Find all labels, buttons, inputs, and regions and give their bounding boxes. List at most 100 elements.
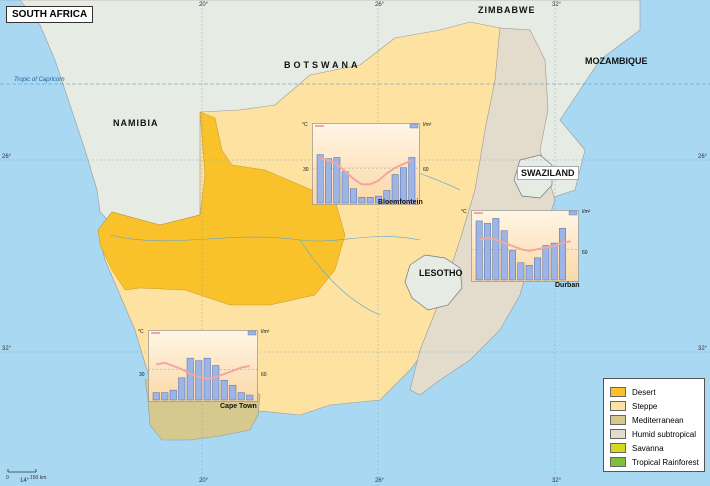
precip-bar xyxy=(391,174,399,204)
station-name: Bloemfontein xyxy=(378,199,423,206)
precip-unit: l/m² xyxy=(423,122,432,128)
climate-chart-durban: °C l/m² 60 Durban xyxy=(461,209,590,289)
legend-item: Steppe xyxy=(610,401,657,411)
precip-bar xyxy=(492,218,500,281)
lon-label-top-2: 26° xyxy=(375,2,385,8)
climate-chart-svg xyxy=(148,330,258,402)
country-botswana: BOTSWANA xyxy=(284,60,361,70)
tropic-label: Tropic of Capricorn xyxy=(14,77,65,83)
lat-label-left-1: 26° xyxy=(2,154,12,160)
map-title: SOUTH AFRICA xyxy=(6,6,94,23)
scale-zero: 0 xyxy=(6,475,9,481)
precip-bar xyxy=(484,223,491,281)
precip-bar xyxy=(400,167,407,204)
legend-label: Mediterranean xyxy=(632,415,684,425)
precip-tick: 60 xyxy=(582,250,588,256)
climate-chart-cape-town: °C l/m² 30 60 Cape Town xyxy=(138,329,269,410)
lon-label-bottom-3: 26° xyxy=(375,478,385,484)
precip-tick: 60 xyxy=(423,167,429,173)
precip-bar xyxy=(500,230,508,281)
lon-label-bottom-2: 20° xyxy=(199,478,209,484)
temp-line xyxy=(478,236,572,252)
climate-chart-svg xyxy=(471,210,579,282)
precip-bar xyxy=(383,190,391,204)
lat-label-right-2: 32° xyxy=(698,346,708,352)
climate-chart-svg xyxy=(312,123,420,205)
legend-item: Savanna xyxy=(610,443,664,453)
precip-tick: 60 xyxy=(261,372,267,378)
legend-label: Humid subtropical xyxy=(632,429,697,439)
precip-bar xyxy=(350,188,357,204)
legend-item: Humid subtropical xyxy=(610,429,696,439)
temp-tick: 30 xyxy=(139,372,145,378)
scale-distance: 150 km xyxy=(30,475,47,481)
precip-bar xyxy=(375,195,382,204)
legend: Desert Steppe Mediterranean Humid subtro… xyxy=(603,378,705,472)
lon-label-top-3: 32° xyxy=(552,2,562,8)
lon-label-bottom-4: 32° xyxy=(552,478,562,484)
precip-bar xyxy=(525,264,533,281)
precip-bar xyxy=(246,394,254,401)
station-name: Durban xyxy=(555,282,580,289)
precip-bar xyxy=(366,197,374,204)
scale-bar xyxy=(7,469,37,473)
lat-label-left-2: 32° xyxy=(2,346,12,352)
precip-bar xyxy=(542,245,550,281)
legend-item: Tropical Rainforest xyxy=(610,457,699,467)
lon-label-top-1: 20° xyxy=(199,2,209,8)
temp-unit: °C xyxy=(461,209,467,215)
precip-bar xyxy=(341,171,349,204)
lesotho-outline xyxy=(404,254,463,311)
legend-item: Desert xyxy=(610,387,656,397)
precip-bar xyxy=(325,158,332,204)
temp-unit: °C xyxy=(302,122,308,128)
precip-bar xyxy=(212,365,220,401)
legend-swatch xyxy=(610,415,626,425)
lon-label-bottom-1: 14° xyxy=(20,478,30,484)
temp-tick: 30 xyxy=(303,167,309,173)
precip-legend-mark xyxy=(247,330,257,336)
country-namibia: NAMIBIA xyxy=(113,118,159,128)
legend-swatch xyxy=(610,429,626,439)
legend-label: Desert xyxy=(632,387,656,397)
precip-bar xyxy=(169,389,177,401)
legend-swatch xyxy=(610,387,626,397)
legend-label: Savanna xyxy=(632,443,664,453)
precip-bar xyxy=(237,392,245,401)
legend-swatch xyxy=(610,401,626,411)
country-swaziland: SWAZILAND xyxy=(517,166,579,180)
legend-label: Tropical Rainforest xyxy=(632,457,699,467)
country-zimbabwe: ZIMBABWE xyxy=(478,5,536,15)
precip-bar xyxy=(475,220,483,281)
temp-line xyxy=(319,157,413,186)
country-mozambique: MOZAMBIQUE xyxy=(585,56,648,66)
precip-bar xyxy=(178,377,186,401)
climate-chart-bloemfontein: °C l/m² 30 60 Bloemfontein xyxy=(302,122,431,206)
lat-label-right-1: 26° xyxy=(698,154,708,160)
precip-legend-mark xyxy=(568,210,578,216)
precip-bar xyxy=(333,157,341,204)
precip-bar xyxy=(161,392,169,401)
temp-unit: °C xyxy=(138,329,144,335)
legend-item: Mediterranean xyxy=(610,415,684,425)
legend-label: Steppe xyxy=(632,401,658,411)
temp-line xyxy=(156,361,250,380)
chart-frame xyxy=(148,330,258,402)
legend-swatch xyxy=(610,443,626,453)
region-desert xyxy=(97,111,346,306)
precip-bar xyxy=(517,262,525,281)
precip-bar xyxy=(559,228,566,281)
precip-unit: l/m² xyxy=(261,329,270,335)
precip-bar xyxy=(152,392,160,401)
precip-bar xyxy=(195,360,203,401)
precip-bar xyxy=(316,154,324,204)
precip-bar xyxy=(534,257,541,281)
precip-bar xyxy=(229,384,237,401)
precip-bar xyxy=(186,357,194,401)
precip-bar xyxy=(550,242,558,281)
precip-bar xyxy=(220,380,228,401)
precip-legend-mark xyxy=(409,123,419,129)
precip-bar xyxy=(408,157,416,204)
country-lesotho: LESOTHO xyxy=(419,268,463,278)
